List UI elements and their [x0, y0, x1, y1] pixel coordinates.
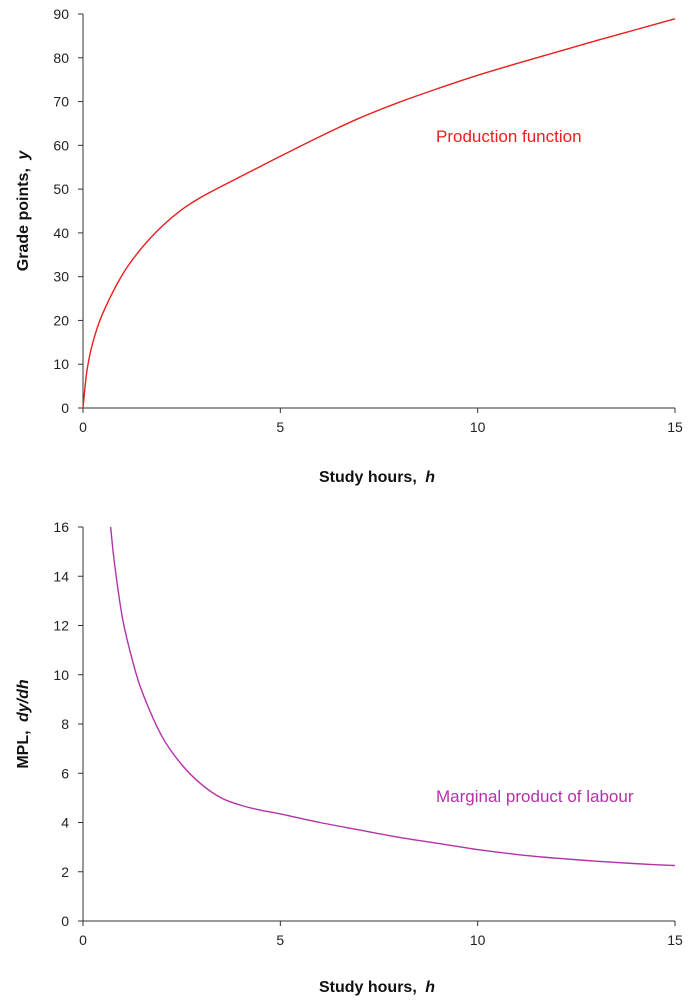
mpl-y-axis-ticks: 0 2 4 6 8 10 12 14 16: [53, 519, 83, 929]
mpl-x-axis-ticks: 0 5 10 15: [79, 921, 683, 948]
mpl-x-tick-label: 0: [79, 932, 87, 948]
production-x-tick-label: 5: [276, 419, 284, 435]
mpl-x-axis-title: Study hours, h: [319, 979, 435, 996]
production-x-axis-title-var: h: [425, 469, 435, 486]
production-y-tick-label: 90: [53, 6, 69, 22]
mpl-y-tick-label: 14: [53, 568, 69, 584]
production-function-chart: 0 10 20 30 40 50 60 70 80 90 0 5 10 15 Production fu…: [15, 6, 683, 486]
production-y-tick-label: 60: [53, 137, 69, 153]
mpl-x-tick-label: 5: [276, 932, 284, 948]
mpl-curve: [109, 526, 676, 867]
production-y-tick-label: 10: [53, 356, 69, 372]
mpl-y-tick-label: 6: [61, 765, 69, 781]
production-x-tick-label: 10: [470, 419, 486, 435]
production-y-tick-label: 70: [53, 94, 69, 110]
production-y-tick-label: 30: [53, 269, 69, 285]
production-y-tick-label: 0: [61, 400, 69, 416]
mpl-y-tick-label: 4: [61, 815, 69, 831]
production-function-curve: [82, 18, 676, 409]
production-y-axis-ticks: 0 10 20 30 40 50 60 70 80 90: [53, 6, 83, 416]
mpl-chart: 0 2 4 6 8 10 12 14 16 0 5 10 15 Marginal product of…: [15, 519, 683, 996]
production-x-axis-title-text: Study hours,: [319, 469, 417, 486]
production-x-axis-ticks: 0 5 10 15: [79, 408, 683, 435]
mpl-y-tick-label: 16: [53, 519, 69, 535]
mpl-y-axis-title-text: MPL,: [15, 730, 32, 768]
production-y-tick-label: 20: [53, 312, 69, 328]
mpl-y-tick-label: 10: [53, 667, 69, 683]
production-y-tick-label: 40: [53, 225, 69, 241]
mpl-y-axis-title-var: dy/dh: [15, 679, 32, 722]
mpl-y-tick-label: 12: [53, 618, 69, 634]
production-x-axis-title: Study hours, h: [319, 469, 435, 486]
mpl-x-tick-label: 15: [667, 932, 683, 948]
mpl-y-tick-label: 2: [61, 864, 69, 880]
mpl-y-axis-title: MPL, dy/dh: [15, 679, 32, 769]
production-x-tick-label: 0: [79, 419, 87, 435]
production-y-axis-title-text: Grade points,: [15, 168, 32, 271]
mpl-y-tick-label: 0: [61, 913, 69, 929]
mpl-x-axis-title-var: h: [425, 979, 435, 996]
production-y-tick-label: 50: [53, 181, 69, 197]
production-function-label: Production function: [436, 127, 582, 146]
mpl-label: Marginal product of labour: [436, 787, 634, 806]
production-y-axis-title-var: y: [15, 150, 32, 161]
mpl-x-axis-title-text: Study hours,: [319, 979, 417, 996]
production-y-tick-label: 80: [53, 50, 69, 66]
mpl-x-tick-label: 10: [470, 932, 486, 948]
production-y-axis-title: Grade points, y: [15, 150, 32, 272]
mpl-y-tick-label: 8: [61, 716, 69, 732]
production-x-tick-label: 15: [667, 419, 683, 435]
